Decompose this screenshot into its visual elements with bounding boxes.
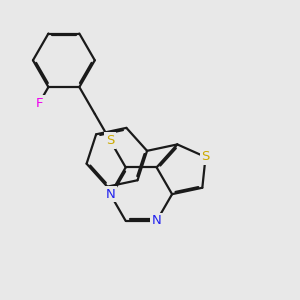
Text: N: N bbox=[152, 214, 161, 227]
Text: F: F bbox=[35, 97, 43, 110]
Text: S: S bbox=[106, 134, 114, 147]
Text: N: N bbox=[105, 188, 115, 201]
Text: S: S bbox=[201, 151, 210, 164]
